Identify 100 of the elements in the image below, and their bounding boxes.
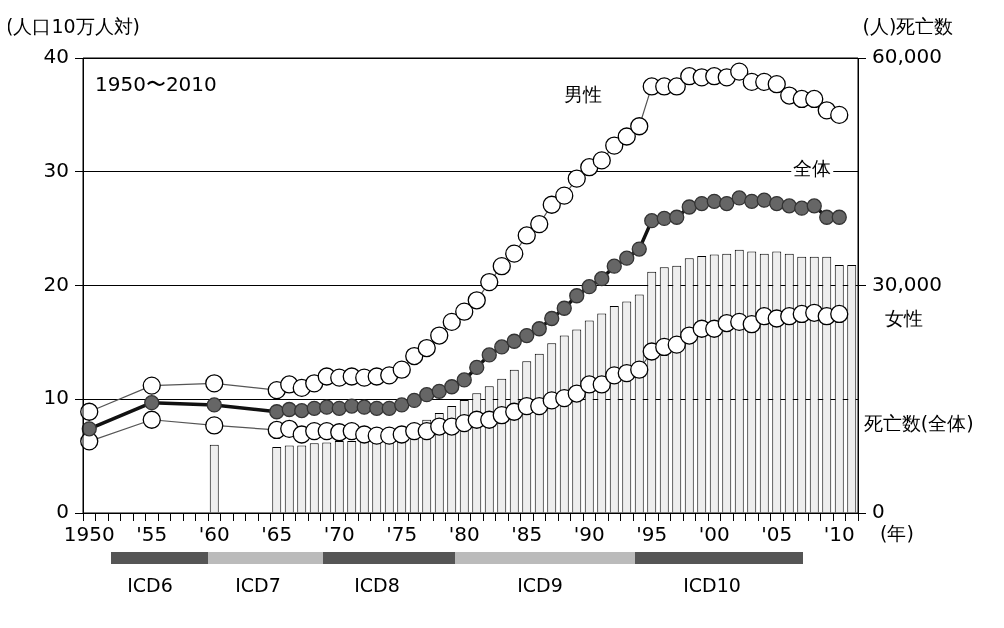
- point: [281, 401, 297, 418]
- point: [430, 326, 449, 345]
- point: [505, 244, 524, 263]
- point: [806, 198, 822, 214]
- x-tick-label: '80: [448, 522, 480, 547]
- point: [419, 387, 435, 403]
- point: [667, 77, 686, 96]
- point: [331, 400, 347, 416]
- point: [144, 395, 160, 411]
- y-tick-label: 30: [43, 157, 69, 182]
- point: [494, 339, 510, 355]
- point: [344, 398, 360, 414]
- point: [417, 338, 436, 358]
- point: [730, 62, 749, 81]
- point: [592, 151, 611, 170]
- x-tick-label: '60: [198, 522, 230, 547]
- x-tick-label: '05: [761, 522, 793, 547]
- point: [492, 257, 511, 276]
- point: [567, 169, 586, 188]
- point: [631, 241, 647, 257]
- point: [480, 272, 499, 292]
- point: [667, 335, 686, 354]
- point: [467, 291, 486, 310]
- y2-tick-label: 60,000: [872, 44, 942, 69]
- point: [506, 333, 522, 349]
- point: [819, 209, 835, 225]
- point: [206, 397, 222, 413]
- y-axis-title: (人口10万人対): [5, 14, 141, 37]
- point: [569, 288, 585, 304]
- text: ICD7: [234, 574, 282, 596]
- point: [830, 105, 849, 125]
- point: [306, 400, 322, 416]
- y2-tick-label: 0: [872, 499, 885, 524]
- point: [794, 200, 810, 216]
- point: [644, 213, 660, 229]
- y2-axis-title: (人)死亡数: [862, 14, 954, 37]
- point: [744, 193, 760, 209]
- y-tick-label: 20: [43, 271, 69, 296]
- point: [606, 258, 622, 274]
- point: [630, 360, 649, 379]
- point: [656, 210, 672, 227]
- point: [319, 399, 335, 415]
- point: [469, 359, 485, 376]
- text: ICD8: [353, 574, 401, 596]
- x-tick-label: '00: [698, 522, 730, 547]
- point: [555, 186, 574, 205]
- series-label: 男性: [564, 82, 603, 105]
- point: [567, 384, 586, 403]
- point: [544, 310, 560, 327]
- point: [767, 75, 786, 94]
- x-tick-label: 1950: [63, 522, 115, 547]
- x-tick-label: '90: [573, 522, 605, 547]
- y2-tick-label: 30,000: [872, 271, 942, 296]
- x-tick-label: '85: [511, 522, 543, 547]
- point: [694, 195, 710, 212]
- point: [669, 209, 685, 225]
- point: [381, 400, 397, 416]
- point: [769, 195, 785, 212]
- point: [369, 400, 385, 416]
- point: [619, 250, 635, 266]
- point: [294, 402, 310, 419]
- point: [805, 89, 824, 109]
- point: [392, 360, 411, 379]
- point: [594, 271, 610, 287]
- point: [406, 392, 422, 409]
- x-tick-label: '95: [636, 522, 668, 547]
- point: [205, 416, 224, 435]
- point: [531, 321, 547, 337]
- series-label: 死亡数(全体): [863, 411, 974, 434]
- point: [142, 376, 161, 395]
- x-tick-label: '10: [823, 522, 855, 547]
- point: [444, 379, 460, 395]
- y-tick-label: 0: [56, 499, 69, 524]
- point: [481, 347, 497, 363]
- point: [831, 209, 847, 225]
- point: [581, 278, 597, 295]
- x-axis-title: (年): [880, 521, 914, 544]
- y-tick-label: 40: [43, 44, 69, 69]
- x-tick-label: '65: [261, 522, 293, 547]
- point: [630, 117, 649, 136]
- point: [556, 300, 572, 316]
- text: ICD9: [516, 574, 564, 596]
- point: [456, 372, 472, 388]
- series-label: 全体: [793, 156, 832, 179]
- x-tick-label: '55: [136, 522, 168, 547]
- y-tick-label: 10: [43, 385, 69, 410]
- text: ICD10: [682, 574, 742, 596]
- point: [731, 190, 747, 206]
- point: [431, 383, 447, 399]
- point: [530, 214, 549, 234]
- point: [681, 199, 697, 215]
- text: ICD6: [126, 574, 174, 596]
- annotation: 1950〜2010: [95, 72, 217, 97]
- point: [719, 195, 735, 212]
- point: [781, 198, 797, 214]
- series-label: 女性: [885, 306, 924, 329]
- point: [142, 410, 161, 429]
- x-tick-label: '75: [386, 522, 418, 547]
- point: [756, 192, 772, 208]
- point: [269, 404, 285, 420]
